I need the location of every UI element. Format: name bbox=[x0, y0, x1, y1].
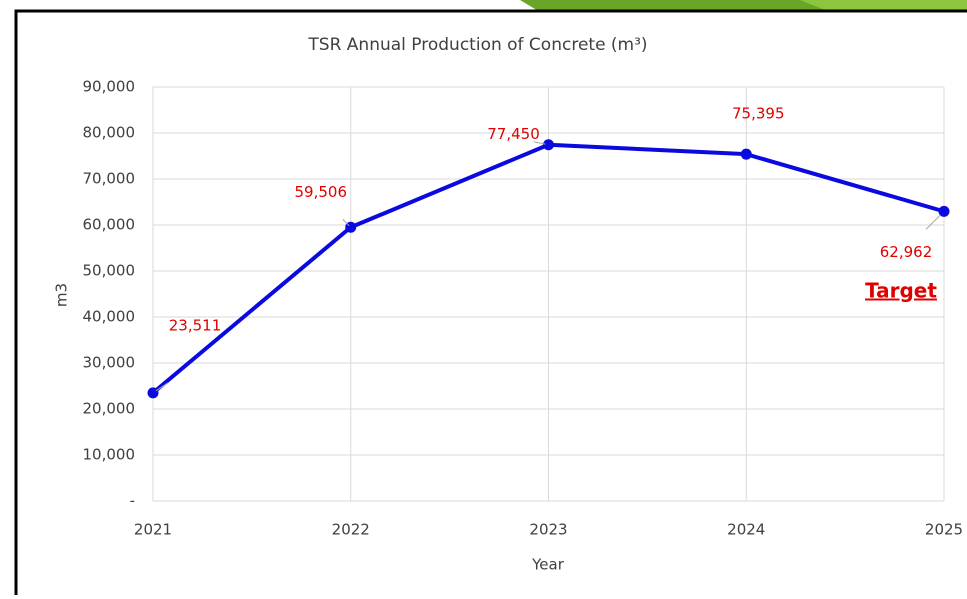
data-label: 77,450 bbox=[487, 125, 540, 143]
data-label: 62,962 bbox=[880, 243, 933, 261]
y-tick-label: 80,000 bbox=[83, 124, 136, 142]
x-tick-label: 2022 bbox=[332, 521, 370, 539]
y-tick-label: 10,000 bbox=[83, 446, 136, 464]
x-axis-title: Year bbox=[531, 556, 565, 574]
data-point bbox=[147, 387, 159, 399]
x-tick-label: 2023 bbox=[529, 521, 567, 539]
data-point bbox=[938, 205, 950, 217]
y-tick-label: 20,000 bbox=[83, 400, 136, 418]
y-tick-label: 60,000 bbox=[83, 216, 136, 234]
y-tick-label: 70,000 bbox=[83, 170, 136, 188]
leader-line bbox=[533, 141, 546, 145]
data-label: 23,511 bbox=[169, 316, 222, 334]
frame bbox=[14, 9, 967, 599]
chart-title: TSR Annual Production of Concrete (m³) bbox=[307, 35, 647, 55]
x-tick-label: 2025 bbox=[925, 521, 963, 539]
x-tick-label: 2024 bbox=[727, 521, 765, 539]
y-tick-label: 40,000 bbox=[83, 308, 136, 326]
y-axis-title: m3 bbox=[53, 283, 71, 307]
y-tick-label: 30,000 bbox=[83, 354, 136, 372]
data-point bbox=[740, 148, 752, 160]
leader-line bbox=[925, 214, 941, 230]
data-label: 75,395 bbox=[732, 105, 785, 123]
decor bbox=[800, 0, 967, 12]
leader-line bbox=[342, 218, 350, 227]
leader-line bbox=[155, 382, 169, 392]
data-point bbox=[543, 139, 554, 151]
y-tick-label: 90,000 bbox=[83, 78, 136, 96]
y-tick-label: 50,000 bbox=[83, 262, 136, 280]
y-tick-label: - bbox=[130, 492, 135, 510]
data-label: 59,506 bbox=[295, 183, 348, 201]
x-tick-label: 2021 bbox=[134, 521, 172, 539]
annotation: Target bbox=[865, 279, 937, 303]
